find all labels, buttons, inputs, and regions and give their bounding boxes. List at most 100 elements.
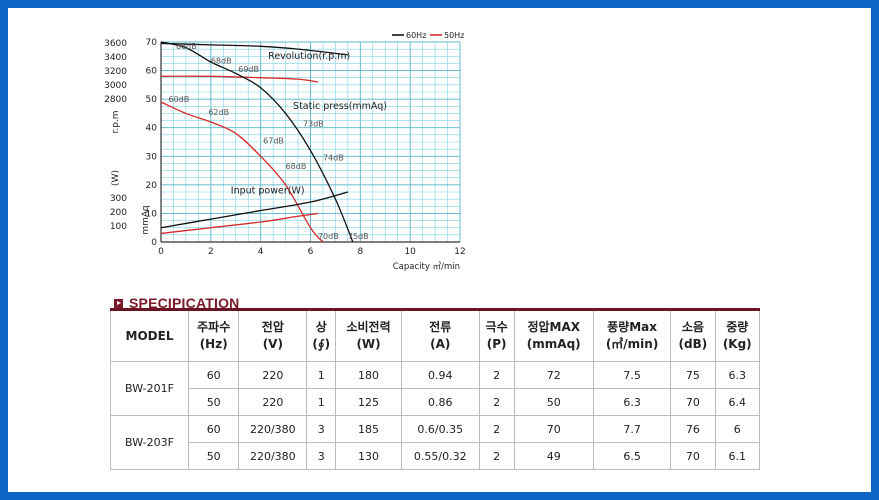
spec-cell: 7.5	[592, 361, 672, 389]
spec-header-cell: 정압MAX (mmAq)	[513, 309, 594, 362]
spec-model-cell: BW-203F	[110, 415, 189, 470]
noise-label: 69dB	[238, 65, 259, 74]
noise-label: 60dB	[168, 95, 189, 104]
mmaq-tick-label: 60	[146, 67, 158, 77]
spec-table: MODEL 주파수 (Hz) 전압 (V) 상 (∮) 소비전력 (W) 전류 (A) 극수…	[110, 308, 760, 470]
spec-cell: 185	[335, 415, 402, 443]
spec-cell: 1	[306, 388, 337, 416]
spec-cell: 75	[670, 361, 716, 389]
spec-cell: 50	[187, 442, 240, 470]
spec-cell: 0.55/0.32	[400, 442, 480, 470]
spec-cell: 70	[513, 415, 594, 443]
spec-header-cell: 상 (∮)	[306, 309, 337, 362]
spec-cell: 6.1	[714, 442, 760, 470]
x-tick-label: 2	[208, 247, 214, 257]
curve-label: Static press(mmAq)	[293, 101, 387, 112]
curve-label: Revolution(r.p.m)	[268, 51, 350, 62]
rpm-tick-label: 3000	[104, 81, 127, 91]
noise-label: 67dB	[263, 136, 284, 145]
rpm-tick-label: 3400	[104, 53, 127, 63]
spec-cell: 6.5	[592, 442, 672, 470]
spec-cell: 2	[478, 388, 515, 416]
spec-cell: 6.3	[592, 388, 672, 416]
mmaq-tick-label: 40	[146, 124, 158, 134]
spec-row: 50 220 1 125 0.86 2 50 6.3 70 6.4	[111, 388, 760, 416]
spec-cell: 76	[670, 415, 716, 443]
noise-label: 75dB	[348, 232, 369, 241]
legend-label-60hz: 60Hz	[406, 31, 426, 40]
rpm-tick-label: 3600	[104, 39, 127, 49]
spec-cell: 0.86	[400, 388, 480, 416]
series-60hz-input-power-w-line	[160, 191, 349, 229]
spec-cell: 220	[238, 388, 308, 416]
spec-cell: 60	[187, 415, 240, 443]
x-tick-label: 8	[357, 247, 363, 257]
spec-section-heading: SPECIPICATION	[114, 295, 239, 311]
watt-tick-label: 100	[110, 222, 127, 232]
mmaq-tick-label: 70	[146, 38, 158, 48]
mmaq-tick-label: 0	[151, 238, 157, 248]
spec-cell: 49	[513, 442, 594, 470]
x-tick-label: 0	[158, 247, 164, 257]
spec-cell: 125	[335, 388, 402, 416]
spec-cell: 220/380	[238, 415, 308, 443]
spec-cell: 6	[714, 415, 760, 443]
noise-label: 62dB	[208, 108, 229, 117]
rpm-axis-title: r.p.m	[111, 110, 121, 133]
x-tick-label: 10	[404, 247, 416, 257]
rpm-tick-label: 2800	[104, 95, 127, 105]
rpm-tick-label: 3200	[104, 67, 127, 77]
spec-header-cell: 극수 (P)	[478, 309, 515, 362]
spec-cell: 220/380	[238, 442, 308, 470]
watt-axis-title: (W)	[111, 170, 121, 186]
arrow-bullet-icon	[114, 298, 123, 308]
spec-cell: 6.3	[714, 361, 760, 389]
x-tick-label: 4	[258, 247, 264, 257]
spec-cell: 50	[187, 388, 240, 416]
x-tick-label: 6	[308, 247, 314, 257]
spec-row: BW-201F 60 220 1 180 0.94 2 72 7.5 75 6.3	[110, 361, 760, 416]
spec-cell: 6.4	[714, 388, 760, 416]
spec-header-cell: 소음 (dB)	[670, 309, 716, 362]
spec-cell: 72	[513, 361, 594, 389]
spec-cell: 50	[513, 388, 594, 416]
spec-cell: 3	[306, 442, 337, 470]
x-tick-label: 12	[454, 247, 465, 257]
spec-header-cell: 중량 (Kg)	[714, 309, 760, 362]
noise-label: 68dB	[211, 56, 232, 65]
curve-label: Input power(W)	[231, 185, 305, 196]
noise-label: 66dB	[176, 42, 197, 51]
spec-header-cell: 풍량Max (㎥/min)	[592, 309, 672, 362]
legend-label-50hz: 50Hz	[444, 31, 464, 40]
spec-cell: 7.7	[592, 415, 672, 443]
mmaq-tick-label: 10	[146, 209, 158, 219]
spec-cell: 70	[670, 388, 716, 416]
series-60hz-revolution-r-p-m-line	[160, 42, 348, 56]
spec-cell: 2	[478, 415, 515, 443]
series-50hz-revolution-r-p-m-line	[160, 75, 319, 83]
spec-cell: 130	[335, 442, 402, 470]
noise-label: 74dB	[323, 154, 344, 163]
spec-header-cell: MODEL	[110, 309, 189, 362]
spec-cell: 2	[478, 442, 515, 470]
spec-row: BW-203F 60 220/380 3 185 0.6/0.35 2 70 7.7 76 6	[110, 415, 760, 470]
spec-title: SPECIPICATION	[129, 295, 240, 311]
spec-header-cell: 전압 (V)	[238, 309, 308, 362]
spec-cell: 0.6/0.35	[400, 415, 480, 443]
spec-header-cell: 소비전력 (W)	[335, 309, 402, 362]
series-50hz-static-press-mmaq-line	[160, 101, 324, 243]
spec-cell: 2	[478, 361, 515, 389]
spec-cell: 70	[670, 442, 716, 470]
spec-header-row: MODEL 주파수 (Hz) 전압 (V) 상 (∮) 소비전력 (W) 전류 (A) 극수…	[110, 309, 760, 362]
spec-header-cell: 주파수 (Hz)	[187, 309, 240, 362]
spec-cell: 3	[306, 415, 337, 443]
x-axis-title: Capacity ㎥/min	[393, 262, 460, 272]
spec-cell: 0.94	[400, 361, 480, 389]
spec-cell: 220	[238, 361, 308, 389]
mmaq-tick-label: 30	[146, 152, 158, 162]
watt-tick-label: 200	[110, 208, 127, 218]
spec-cell: 60	[187, 361, 240, 389]
series-50hz-input-power-w-line	[160, 212, 319, 235]
watt-tick-label: 300	[110, 194, 127, 204]
